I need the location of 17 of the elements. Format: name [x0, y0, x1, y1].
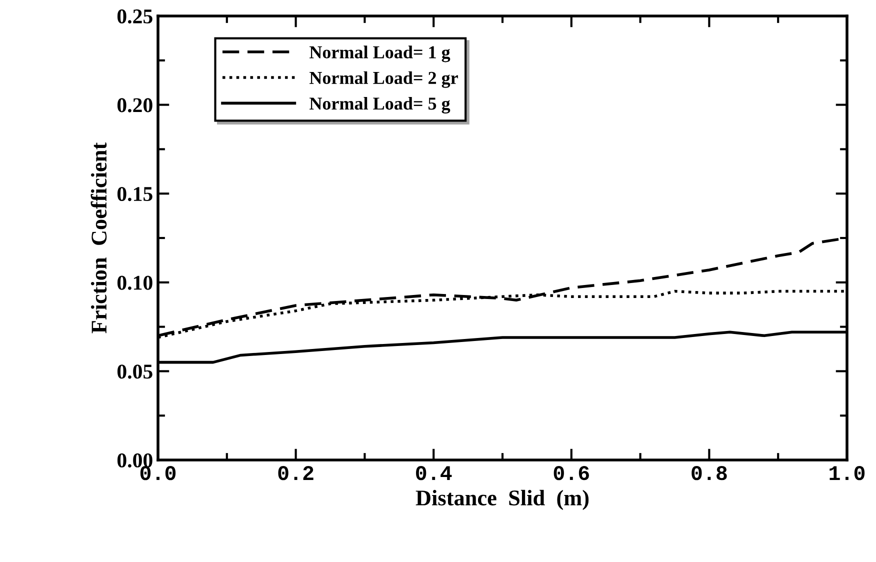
legend-label: Normal Load= 2 gr — [309, 71, 458, 88]
x-tick-label: 0.4 — [416, 466, 452, 480]
x-tick-label: 0.0 — [140, 466, 176, 480]
x-tick-label: 0.6 — [554, 466, 589, 480]
x-axis-title: Distance Slid (m) — [416, 490, 589, 510]
y-axis-title: Friction Coefficient — [90, 142, 107, 334]
legend-label: Normal Load= 1 g — [309, 46, 450, 62]
legend-label: Normal Load= 5 g — [309, 96, 450, 114]
y-tick-label: 0.05 — [117, 364, 152, 379]
x-tick-label: 0.2 — [278, 466, 314, 480]
x-tick-label: 1.0 — [830, 466, 865, 480]
y-tick-label: 0.15 — [117, 186, 152, 202]
y-tick-label: 0.25 — [117, 9, 152, 24]
y-tick-label: 0.10 — [117, 276, 152, 290]
x-tick-label: 0.8 — [692, 466, 727, 480]
y-tick-label: 0.00 — [117, 453, 152, 468]
y-tick-label: 0.20 — [117, 98, 152, 112]
